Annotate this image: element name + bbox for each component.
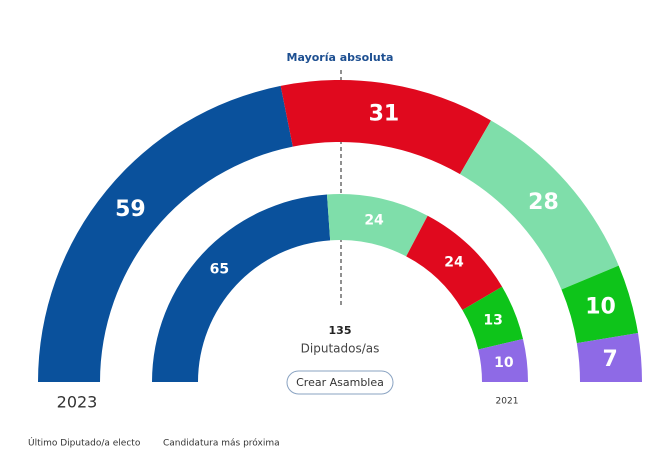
segment-label: 31 xyxy=(369,102,400,127)
segment xyxy=(462,286,524,350)
total-label: Diputados/as xyxy=(301,342,380,356)
legend-item: Candidatura más próxima xyxy=(163,438,280,449)
segment xyxy=(280,80,491,175)
segment-label: 28 xyxy=(528,190,559,215)
segment xyxy=(38,85,293,382)
segment xyxy=(561,265,639,344)
segment-label: 10 xyxy=(494,355,514,371)
segment xyxy=(152,194,331,382)
ring-label: 2021 xyxy=(496,397,519,407)
rings: 59 31 28 10 7 65 24 24 13 10 xyxy=(38,80,642,382)
majority-label: Mayoría absoluta xyxy=(287,51,394,64)
segment xyxy=(478,338,528,382)
segment-label: 24 xyxy=(364,213,384,229)
segment xyxy=(460,120,619,290)
button-label[interactable]: Crear Asamblea xyxy=(296,376,384,389)
segment-label: 7 xyxy=(602,347,617,372)
total: 135 xyxy=(329,324,352,337)
segment-label: 24 xyxy=(444,255,464,271)
segment-label: 59 xyxy=(115,197,146,222)
legend-item: Último Diputado/a electo xyxy=(28,437,141,449)
segment xyxy=(576,333,642,382)
button[interactable] xyxy=(286,370,394,395)
segment xyxy=(326,194,428,257)
segment xyxy=(406,215,503,311)
segment-label: 13 xyxy=(483,313,502,329)
segment-label: 65 xyxy=(210,261,229,277)
segment-label: 10 xyxy=(585,294,616,319)
ring-label: 2023 xyxy=(57,393,98,412)
